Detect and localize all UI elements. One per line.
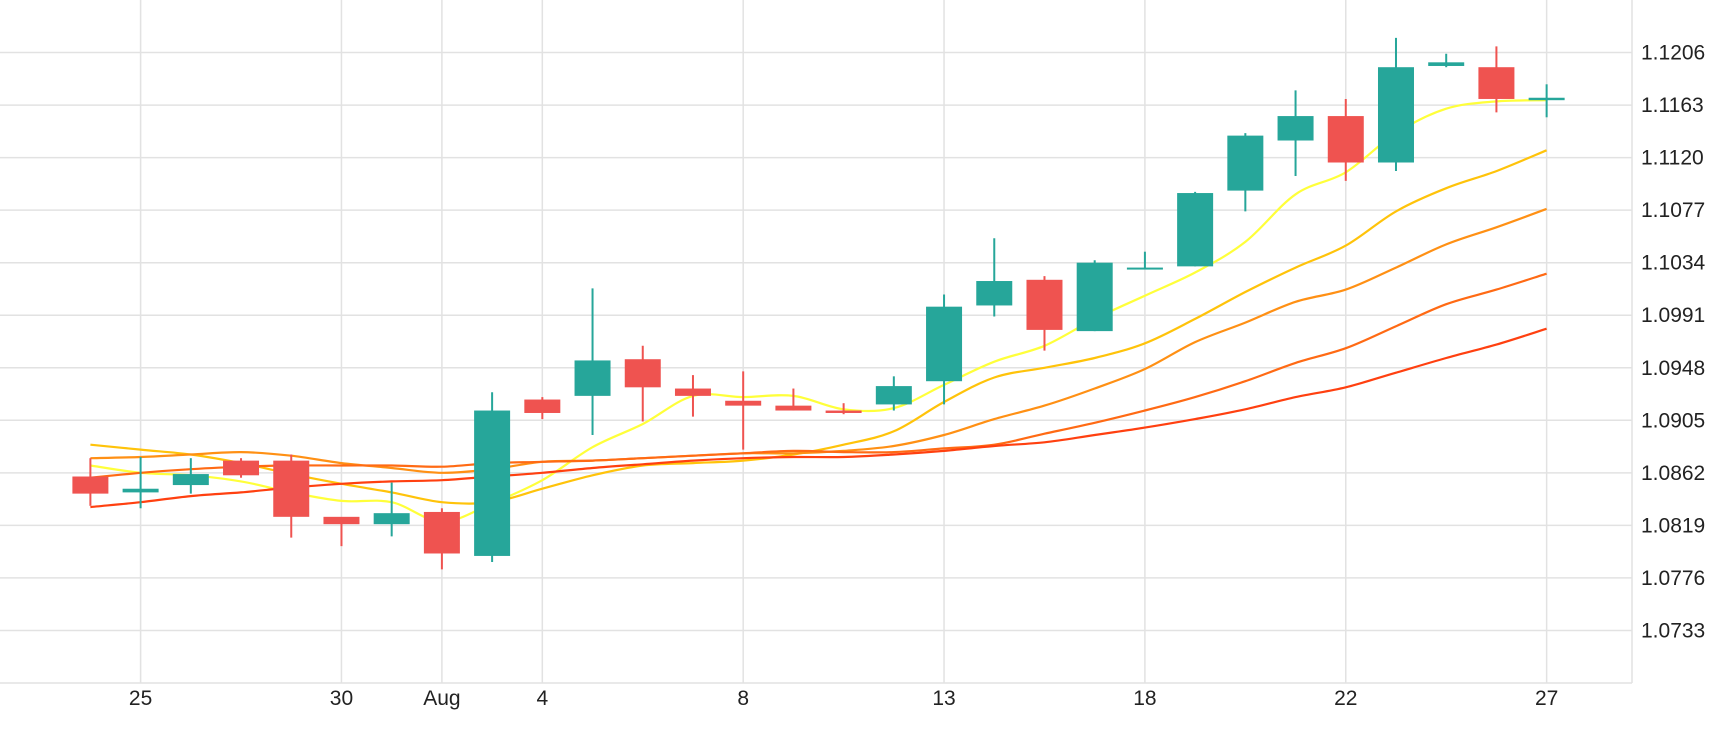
candle-body (1377, 67, 1414, 163)
candle-body (72, 476, 109, 494)
candle-body (373, 513, 410, 525)
candle-down (1026, 276, 1063, 351)
candle-up (172, 458, 209, 494)
candle-body (725, 400, 762, 406)
candle-body (1428, 62, 1465, 66)
y-tick-label: 1.0862 (1641, 462, 1705, 485)
candle-body (574, 360, 611, 396)
y-tick-label: 1.1163 (1641, 94, 1704, 117)
x-tick-label: 8 (737, 687, 749, 710)
candle-down (273, 454, 310, 538)
y-tick-label: 1.0733 (1641, 619, 1705, 642)
candle-down (725, 371, 762, 450)
candle-body (1026, 279, 1063, 330)
candle-down (323, 516, 360, 547)
candle-down (674, 375, 711, 417)
y-tick-label: 1.1077 (1641, 199, 1705, 222)
candle-body (423, 511, 460, 554)
y-tick-label: 1.1034 (1641, 252, 1706, 275)
candle-body (1478, 67, 1515, 99)
y-axis-labels: 1.1206 1.1163 1.1120 1.1077 1.1034 1.0991 1.09… (1641, 42, 1706, 643)
x-tick-label: 13 (932, 687, 955, 710)
candle-body (1528, 97, 1565, 101)
x-tick-label: 4 (536, 687, 548, 710)
candle-up (1227, 133, 1264, 212)
candle-up (1377, 37, 1414, 172)
y-tick-label: 1.0776 (1641, 567, 1705, 590)
candle-body (976, 281, 1013, 306)
candle-up (122, 456, 159, 509)
candle-up (1177, 191, 1214, 267)
x-axis-labels: 25 30 Aug 4 8 13 18 22 27 (129, 687, 1558, 710)
candle-up (474, 392, 511, 563)
candle-body (1277, 116, 1314, 141)
moving-average-line-4 (90, 272, 1547, 479)
candle-body (775, 405, 812, 411)
candle-body (1327, 116, 1364, 163)
y-tick-label: 1.0948 (1641, 357, 1705, 380)
candle-down (223, 458, 260, 478)
moving-average-line-1 (90, 99, 1547, 523)
y-tick-label: 1.1206 (1641, 42, 1705, 65)
candle-up (574, 288, 611, 435)
y-tick-label: 1.0819 (1641, 514, 1705, 537)
candle-body (1227, 135, 1264, 191)
y-tick-label: 1.0905 (1641, 409, 1705, 432)
y-tick-label: 1.1120 (1641, 147, 1704, 170)
candle-body (223, 460, 260, 476)
candle-body (524, 399, 561, 413)
candles (72, 37, 1565, 570)
candle-up (373, 482, 410, 537)
candle-body (875, 386, 912, 405)
x-tick-label: 18 (1133, 687, 1156, 710)
x-tick-label: 25 (129, 687, 152, 710)
candle-body (926, 306, 963, 382)
candle-body (624, 359, 661, 388)
candle-up (875, 376, 912, 411)
candle-up (926, 294, 963, 405)
candle-body (825, 410, 862, 413)
x-tick-label: 27 (1535, 687, 1558, 710)
candle-body (323, 516, 360, 525)
candle-up (1428, 53, 1465, 68)
candle-up (1076, 260, 1113, 332)
candle-down (1327, 98, 1364, 181)
candle-down (423, 508, 460, 570)
candle-up (976, 238, 1013, 317)
moving-average-lines (90, 99, 1548, 523)
candle-up (1528, 84, 1565, 118)
candle-body (674, 388, 711, 396)
candle-body (273, 460, 310, 517)
x-tick-label: 22 (1334, 687, 1357, 710)
candle-down (72, 458, 109, 506)
candle-body (1177, 193, 1214, 267)
candle-down (825, 403, 862, 415)
candle-down (524, 397, 561, 420)
candle-body (474, 410, 511, 556)
candle-body (1126, 267, 1163, 270)
candle-up (1277, 90, 1314, 176)
moving-average-line-5 (90, 327, 1547, 509)
y-tick-label: 1.0991 (1641, 304, 1705, 327)
candle-body (122, 488, 159, 493)
candle-down (624, 345, 661, 422)
candle-down (775, 388, 812, 411)
candle-body (172, 474, 209, 486)
candle-down (1478, 46, 1515, 113)
x-tick-label: 30 (330, 687, 353, 710)
candle-body (1076, 262, 1113, 332)
x-tick-label: Aug (423, 687, 460, 710)
moving-average-line-3 (90, 207, 1547, 474)
candle-up (1126, 251, 1163, 270)
